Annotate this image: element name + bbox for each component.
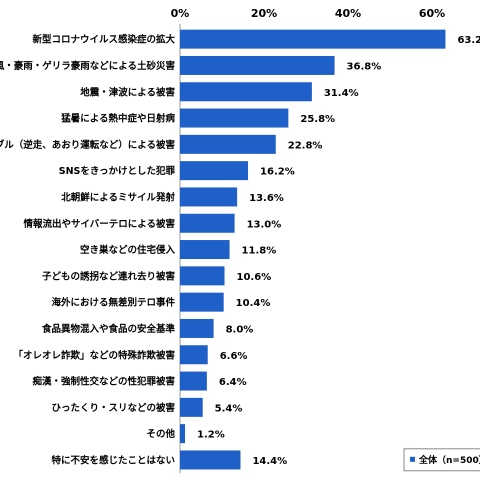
bar bbox=[180, 292, 224, 312]
data-label: 1.2% bbox=[197, 430, 225, 441]
data-label: 6.4% bbox=[219, 377, 247, 388]
category-label: 食品異物混入や食品の安全基準 bbox=[41, 323, 176, 335]
category-label: 痴漢・強制性交などの性犯罪被害 bbox=[32, 376, 175, 388]
bar bbox=[180, 424, 186, 444]
bar bbox=[180, 187, 238, 207]
category-label: 地震・津波による被害 bbox=[80, 86, 175, 98]
bar bbox=[180, 134, 276, 154]
data-label: 5.4% bbox=[215, 403, 243, 414]
category-label: 情報流出やサイバーテロによる被害 bbox=[22, 218, 175, 230]
data-label: 10.4% bbox=[236, 298, 271, 309]
category-label: 新型コロナウイルス感染症の拡大 bbox=[32, 34, 175, 46]
x-tick-label: 0% bbox=[171, 7, 190, 20]
data-label: 31.4% bbox=[324, 88, 359, 99]
x-tick-label: 20% bbox=[251, 7, 277, 20]
category-label: 空き巣などの住宅侵入 bbox=[80, 244, 176, 256]
bar bbox=[180, 450, 241, 470]
bar bbox=[180, 29, 446, 49]
data-label: 13.0% bbox=[247, 219, 282, 230]
category-label: 特に不安を感じたことはない bbox=[51, 454, 175, 466]
bar bbox=[180, 213, 235, 233]
category-label: その他 bbox=[146, 428, 175, 440]
bar bbox=[180, 371, 207, 391]
category-label: ひったくり・スリなどの被害 bbox=[51, 402, 175, 414]
data-label: 13.6% bbox=[249, 193, 284, 204]
data-label: 6.6% bbox=[220, 351, 248, 362]
data-label: 22.8% bbox=[288, 140, 323, 151]
bar bbox=[180, 82, 312, 102]
x-tick-label: 40% bbox=[335, 7, 361, 20]
category-label: 海外における無差別テロ事件 bbox=[51, 297, 175, 309]
bar bbox=[180, 161, 249, 181]
data-label: 16.2% bbox=[260, 167, 295, 178]
data-label: 8.0% bbox=[226, 324, 254, 335]
category-label: SNSをきっかけとした犯罪 bbox=[59, 165, 176, 177]
bar bbox=[180, 108, 289, 128]
data-label: 10.6% bbox=[237, 272, 272, 283]
data-label: 11.8% bbox=[242, 246, 277, 257]
x-tick-label: 60% bbox=[419, 7, 445, 20]
bar bbox=[180, 55, 335, 75]
legend-box bbox=[403, 448, 480, 472]
category-label: 子どもの誘拐など連れ去り被害 bbox=[42, 270, 176, 282]
data-label: 14.4% bbox=[252, 456, 287, 467]
bar bbox=[180, 397, 203, 417]
bar bbox=[180, 318, 214, 338]
bar bbox=[180, 240, 230, 260]
legend-swatch bbox=[410, 456, 415, 462]
data-label: 63.2% bbox=[457, 35, 480, 46]
category-label: 北朝鮮によるミサイル発射 bbox=[61, 191, 175, 203]
category-label: 台風・豪雨・ゲリラ豪雨などによる土砂災害 bbox=[0, 60, 175, 72]
data-label: 25.8% bbox=[300, 114, 335, 125]
bar bbox=[180, 345, 208, 365]
bar bbox=[180, 266, 225, 286]
category-label: 「オレオレ詐欺」などの特殊詐欺被害 bbox=[13, 349, 175, 361]
category-label: 交通トラブル（逆走、あおり運転など）による被害 bbox=[0, 139, 175, 151]
data-label: 36.8% bbox=[347, 61, 382, 72]
legend-label: 全体（n=500） bbox=[418, 454, 480, 466]
category-label: 猛暑による熱中症や日射病 bbox=[60, 113, 175, 125]
